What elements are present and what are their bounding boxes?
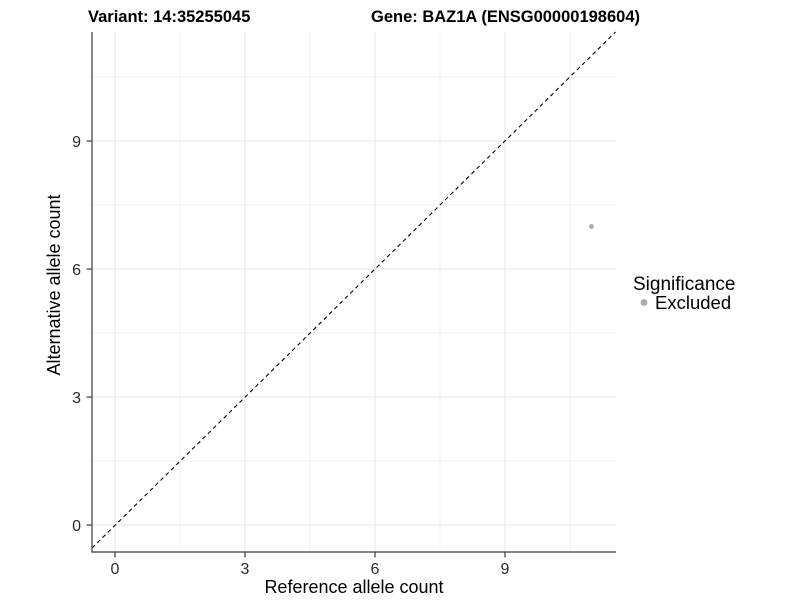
data-point-excluded [589, 224, 594, 229]
legend-key-dot-excluded [640, 299, 648, 306]
y-tick-label-0: 0 [72, 518, 81, 535]
y-axis-title: Alternative allele count [44, 194, 64, 375]
legend: Significance Excluded [633, 274, 735, 313]
legend-label-excluded: Excluded [655, 292, 731, 313]
y-axis-tick-labels: 0 3 6 9 [72, 134, 81, 535]
x-axis-ticks [114, 552, 506, 558]
y-tick-label-6: 6 [72, 262, 81, 279]
x-tick-label-9: 9 [501, 561, 510, 578]
x-tick-label-3: 3 [241, 561, 250, 578]
x-axis-tick-labels: 0 3 6 9 [111, 561, 510, 578]
plot-title-gene: Gene: BAZ1A (ENSG00000198604) [371, 8, 640, 26]
gridlines-major [92, 32, 616, 552]
y-tick-label-3: 3 [72, 390, 81, 407]
y-axis-ticks [86, 140, 92, 526]
x-tick-label-6: 6 [371, 561, 380, 578]
plot-title-variant: Variant: 14:35255045 [88, 8, 250, 26]
x-tick-label-0: 0 [111, 561, 120, 578]
gridlines-minor [92, 32, 616, 552]
legend-title: Significance [633, 274, 735, 295]
y-tick-label-9: 9 [72, 134, 81, 151]
plot-panel [92, 32, 616, 552]
x-axis-title: Reference allele count [264, 577, 443, 597]
